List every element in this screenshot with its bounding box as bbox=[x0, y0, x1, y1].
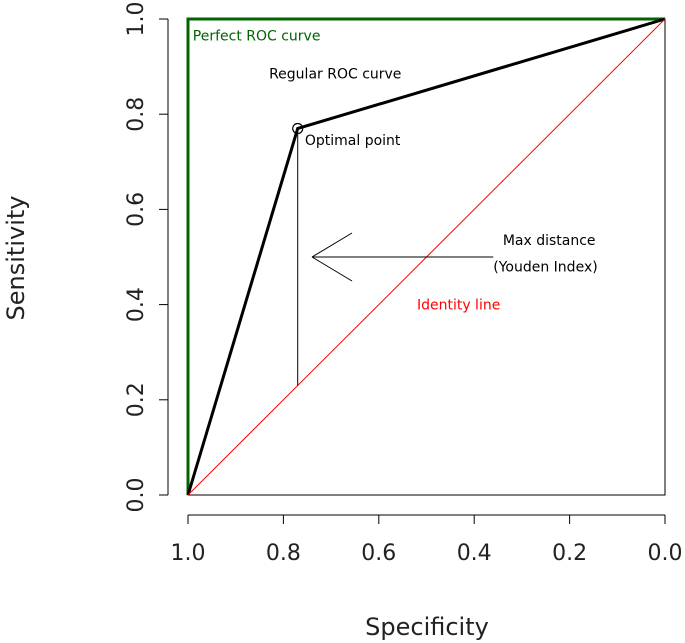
annotation-label: (Youden Index) bbox=[493, 259, 597, 275]
y-tick-label: 0.4 bbox=[124, 287, 149, 322]
x-axis-label: Specificity bbox=[365, 613, 489, 641]
x-tick-label: 0.6 bbox=[361, 541, 396, 566]
y-tick-label: 1.0 bbox=[124, 2, 149, 37]
x-tick-label: 0.0 bbox=[648, 541, 683, 566]
y-tick-label: 0.0 bbox=[124, 478, 149, 513]
optimal-point-marker bbox=[292, 122, 304, 135]
annotation-label: Regular ROC curve bbox=[269, 67, 401, 83]
youden-arrow-head-upper bbox=[311, 232, 353, 258]
y-tick-label: 0.8 bbox=[124, 97, 149, 132]
axes-group: 1.0 0.8 0.6 0.4 0.2 0.0 0.0 0.2 0.4 0.6 0.8 1.0 bbox=[124, 2, 683, 567]
perfect-roc-line bbox=[186, 17, 665, 495]
y-axis-label: Sensitivity bbox=[2, 196, 30, 321]
annotation-label: Perfect ROC curve bbox=[193, 28, 321, 44]
y-tick-label: 0.2 bbox=[124, 382, 149, 417]
x-tick-label: 0.2 bbox=[552, 541, 587, 566]
x-tick-label: 1.0 bbox=[171, 541, 206, 566]
annotation-label: Max distance bbox=[503, 233, 596, 249]
x-tick-label: 0.8 bbox=[266, 541, 301, 566]
annotations-group: Perfect ROC curve Regular ROC curve Optima… bbox=[193, 28, 598, 313]
youden-arrow-head-lower bbox=[311, 256, 353, 282]
annotation-label: Optimal point bbox=[305, 133, 401, 149]
x-tick-label: 0.4 bbox=[457, 541, 492, 566]
annotation-label: Identity line bbox=[417, 297, 500, 313]
y-tick-label: 0.6 bbox=[124, 192, 149, 227]
